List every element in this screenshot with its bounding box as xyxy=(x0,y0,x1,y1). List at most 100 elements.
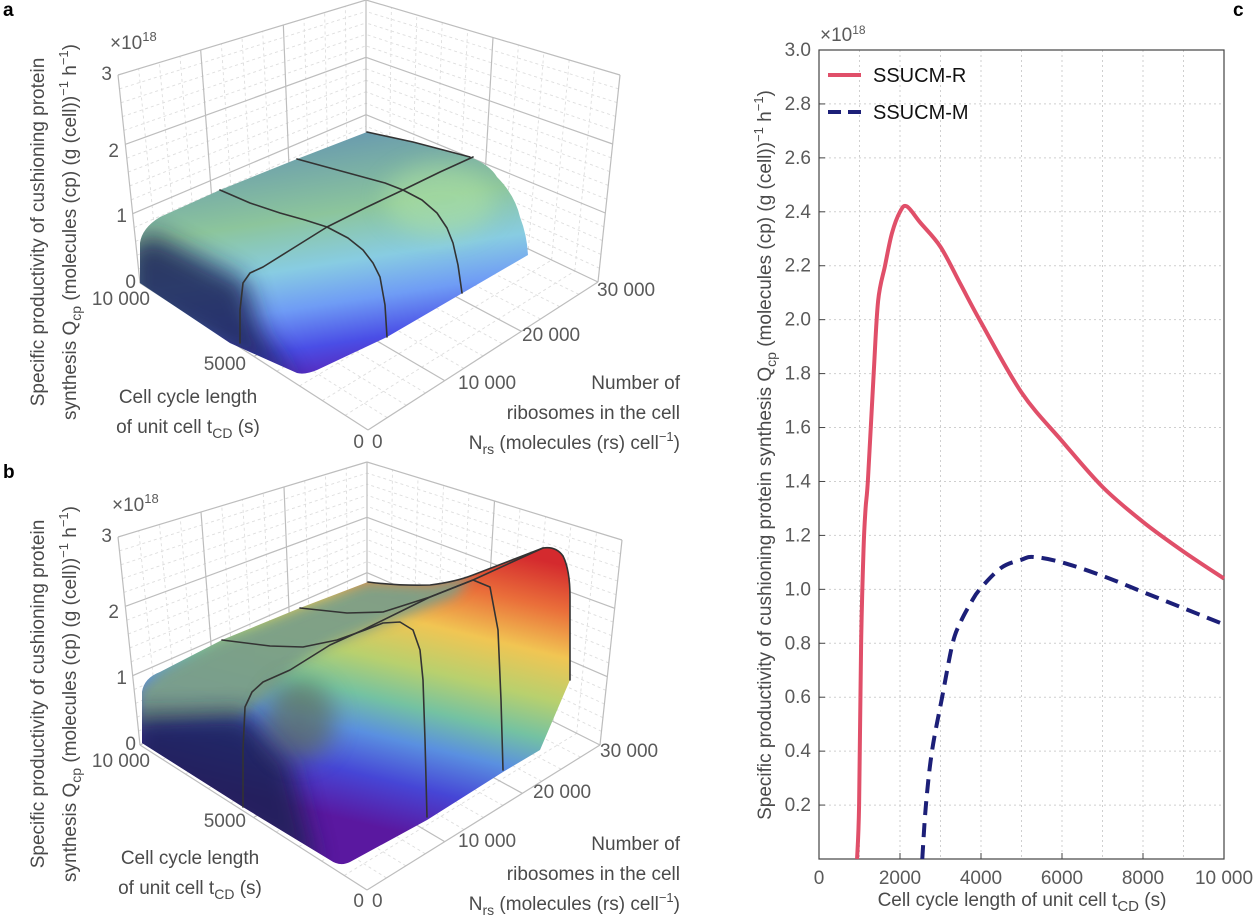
y-axis-label: Specific productivity of cushioning prot… xyxy=(751,90,779,820)
wall-grid-line xyxy=(122,494,368,580)
t-tick-label: 0 xyxy=(353,432,364,453)
box-edge xyxy=(367,281,599,431)
y-tick-label: 1.4 xyxy=(785,471,812,492)
wall-grid-line xyxy=(158,62,179,265)
surface-a-highlight xyxy=(385,165,495,235)
wall-grid-line xyxy=(129,550,368,649)
floor-grid-line xyxy=(322,259,552,401)
z-multiplier: ×1018 xyxy=(110,29,157,54)
t-axis-label: Cell cycle length xyxy=(119,387,257,408)
y-tick-label: 1.6 xyxy=(785,418,811,439)
floor-grid-line xyxy=(328,190,560,308)
box-edge xyxy=(117,536,141,746)
wall-grid-line xyxy=(389,469,393,640)
wall-grid-line xyxy=(365,102,607,200)
wall-grid-line xyxy=(365,114,606,214)
z-tick-label: 0 xyxy=(125,272,136,293)
surface-b-plateau xyxy=(142,575,473,728)
box-edge xyxy=(365,0,621,76)
z-tick-label: 3 xyxy=(101,64,112,85)
t-tick-label: 5000 xyxy=(204,811,246,832)
y-tick-label: 0.2 xyxy=(785,795,811,816)
z-axis-label: Specific productivity of cushioning prot… xyxy=(28,44,84,420)
wall-grid-line xyxy=(123,505,368,593)
n-axis-label: Number of xyxy=(591,373,680,394)
panel-label-c: c xyxy=(1233,0,1244,21)
wall-grid-line xyxy=(132,114,367,215)
wall-grid-line xyxy=(126,527,368,621)
wall-grid-line xyxy=(365,68,612,159)
legend: SSUCM-R SSUCM-M xyxy=(828,65,969,124)
wall-grid-line xyxy=(125,516,368,607)
n-axis-label: Number of xyxy=(591,834,680,855)
wall-grid-line xyxy=(120,483,368,566)
y-tick-label: 2.2 xyxy=(785,256,811,277)
t-axis-label: Cell cycle length xyxy=(121,848,259,869)
panel-c: c 0.2 0.4 0.6 0.8 1.0 1.2 1.4 1.6 1.8 2.… xyxy=(751,0,1253,915)
t-tick-label: 10 000 xyxy=(92,289,150,310)
y-tick-label: 2.0 xyxy=(785,310,811,331)
wall-grid-line xyxy=(128,79,367,173)
wall-grid-line xyxy=(366,527,614,623)
box-edge xyxy=(366,461,623,541)
n-axis-label: Nrs (molecules (rs) cell−1) xyxy=(469,429,680,457)
svg-text:Specific productivity of cushi: Specific productivity of cushioning prot… xyxy=(751,90,779,820)
wall-grid-line xyxy=(125,56,367,145)
t-tick-label: 0 xyxy=(353,891,364,912)
legend-label-ssucm-r: SSUCM-R xyxy=(873,65,966,87)
box-edge xyxy=(599,539,623,746)
y-tick-label: 0.4 xyxy=(785,741,812,762)
wall-grid-line xyxy=(131,561,368,663)
box-edge xyxy=(139,744,368,891)
y-tick-label: 2.8 xyxy=(785,94,811,115)
box-edge xyxy=(366,744,601,891)
wall-grid-line xyxy=(366,539,612,637)
y-tick-label: 2.6 xyxy=(785,148,811,169)
n-tick-label: 20 000 xyxy=(533,782,591,803)
series-c xyxy=(855,203,1226,860)
wall-grid-line xyxy=(365,22,618,104)
x-tick-label: 4000 xyxy=(960,868,1002,889)
x-tick-label: 6000 xyxy=(1041,868,1083,889)
z-tick-label: 2 xyxy=(108,141,119,162)
wall-grid-line xyxy=(344,6,348,182)
surface-a-mesh-line xyxy=(366,131,471,158)
surface-b-mesh-line xyxy=(221,621,428,818)
n-axis-label: ribosomes in the cell xyxy=(507,403,680,424)
box-edge xyxy=(597,74,621,283)
y-tick-label: 0.6 xyxy=(785,687,811,708)
series-line-ssucm-m xyxy=(920,554,1225,860)
z-tick-label: 1 xyxy=(116,206,127,227)
wall-grid-line xyxy=(366,516,615,609)
box-edge xyxy=(117,461,368,538)
surface-a-mesh-line xyxy=(219,189,388,338)
y-tick-label: 2.4 xyxy=(785,202,812,223)
wall-grid-line xyxy=(388,7,392,184)
wall-grid-line xyxy=(122,33,367,118)
y-multiplier: ×1018 xyxy=(820,23,866,46)
box-edge xyxy=(117,74,141,284)
surface-a-mesh-line xyxy=(239,156,474,344)
wall-grid-line xyxy=(325,474,330,648)
y-tick-label: 1.2 xyxy=(785,525,811,546)
wall-grid-line xyxy=(129,91,367,187)
x-tick-label: 2000 xyxy=(879,868,921,889)
wall-grid-line xyxy=(365,79,610,173)
wall-grid-line xyxy=(126,68,367,159)
wall-grid-line xyxy=(576,532,597,734)
z-tick-label: 2 xyxy=(108,602,119,623)
t-tick-label: 10 000 xyxy=(92,751,150,772)
n-tick-label: 20 000 xyxy=(522,325,580,346)
x-tick-label: 0 xyxy=(814,868,825,889)
z-tick-label: 0 xyxy=(125,734,136,755)
svg-text:Specific productivity of cushi: Specific productivity of cushioning prot… xyxy=(28,520,49,869)
n-tick-label: 10 000 xyxy=(458,831,516,852)
n-tick-label: 0 xyxy=(372,891,383,912)
y-tick-label: 3.0 xyxy=(785,40,811,61)
wall-grid-line xyxy=(551,59,570,261)
wall-grid-line xyxy=(132,572,368,677)
z-tick-label: 1 xyxy=(116,668,127,689)
wall-grid-line xyxy=(138,68,160,274)
x-axis-label: Cell cycle length of unit cell tCD (s) xyxy=(878,890,1167,915)
